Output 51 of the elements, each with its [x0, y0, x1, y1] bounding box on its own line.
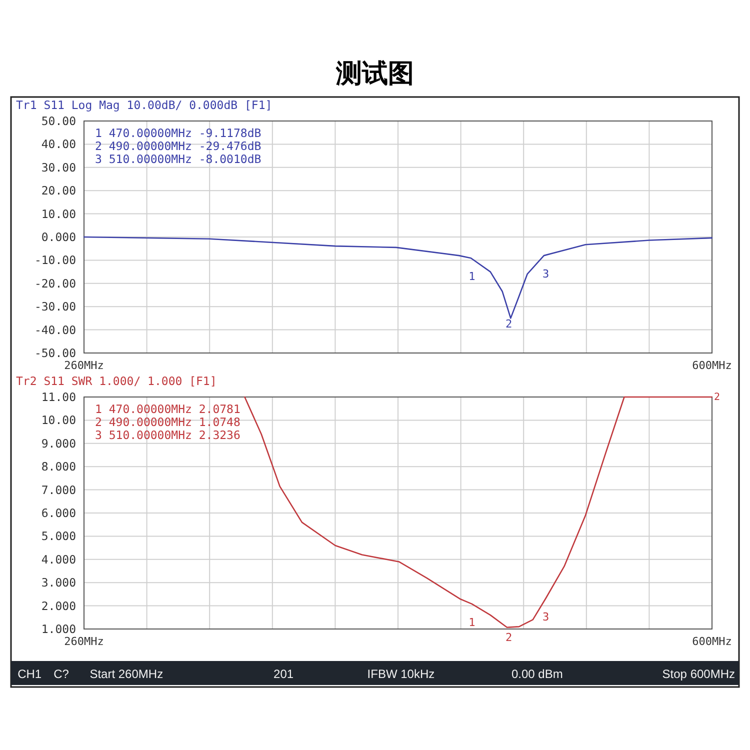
text: IFBW 10kHz [367, 667, 435, 681]
line-series [83, 236, 713, 319]
text: 201 [274, 667, 294, 681]
y-tick-label: 20.00 [41, 184, 76, 198]
annotation: 1 [468, 616, 476, 629]
y-tick-label: 10.00 [41, 413, 76, 428]
y-tick-label: 50.00 [41, 114, 76, 128]
y-tick-label: 7.000 [41, 482, 76, 497]
y-tick-label: 8.000 [41, 460, 76, 474]
y-tick-label: 0.000 [41, 230, 76, 244]
x-tick-label: 260MHz [64, 635, 104, 648]
y-tick-label: -20.00 [34, 276, 76, 290]
y-tick-label: 30.00 [41, 160, 76, 174]
y-tick-label: 10.00 [41, 206, 76, 221]
text: Start 260MHz [90, 667, 164, 681]
chart-title: 测试图 [335, 59, 414, 89]
line-series [244, 396, 713, 628]
annotation: 2 490.00000MHz -29.476dB [95, 139, 262, 153]
annotation: 3 [542, 610, 550, 624]
chart-subtitle: Tr2 S11 SWR 1.000/ 1.000 [F1] [16, 374, 217, 388]
annotation: 3 [542, 268, 550, 281]
y-tick-label: 6.000 [41, 506, 76, 520]
annotation: 1 [468, 270, 476, 284]
y-tick-label: 11.00 [41, 390, 76, 404]
text: 0.00 dBm [511, 667, 563, 681]
text: Stop 600MHz [662, 667, 735, 681]
annotation: 1 470.00000MHz -9.1178dB [95, 126, 262, 140]
y-tick-label: -40.00 [34, 322, 76, 337]
y-tick-label: 4.000 [41, 552, 76, 566]
y-tick-label: 5.000 [41, 529, 76, 544]
x-tick-label: 600MHz [692, 359, 732, 372]
chart-subtitle: Tr1 S11 Log Mag 10.00dB/ 0.000dB [F1] [16, 98, 272, 112]
y-tick-label: 9.000 [41, 436, 76, 450]
annotation: 3 510.00000MHz -8.0010dB [95, 152, 262, 166]
annotation: 2 [714, 392, 720, 403]
x-tick-label: 600MHz [692, 635, 732, 648]
y-tick-label: 1.000 [41, 622, 76, 636]
y-tick-label: -50.00 [34, 346, 76, 360]
text: C? [54, 667, 70, 681]
y-tick-label: -10.00 [34, 253, 76, 268]
y-tick-label: 2.000 [41, 598, 76, 613]
y-tick-label: 3.000 [41, 576, 76, 590]
text: CH1 [18, 667, 42, 681]
annotation: 3 510.00000MHz 2.3236 [95, 428, 240, 442]
y-tick-label: 40.00 [41, 137, 76, 152]
annotation: 2 490.00000MHz 1.0748 [95, 415, 240, 429]
y-tick-label: -30.00 [34, 300, 76, 314]
annotation: 1 470.00000MHz 2.0781 [95, 402, 240, 416]
annotation: 2 [506, 631, 512, 644]
annotation: 2 [506, 317, 512, 330]
x-tick-label: 260MHz [64, 359, 104, 372]
